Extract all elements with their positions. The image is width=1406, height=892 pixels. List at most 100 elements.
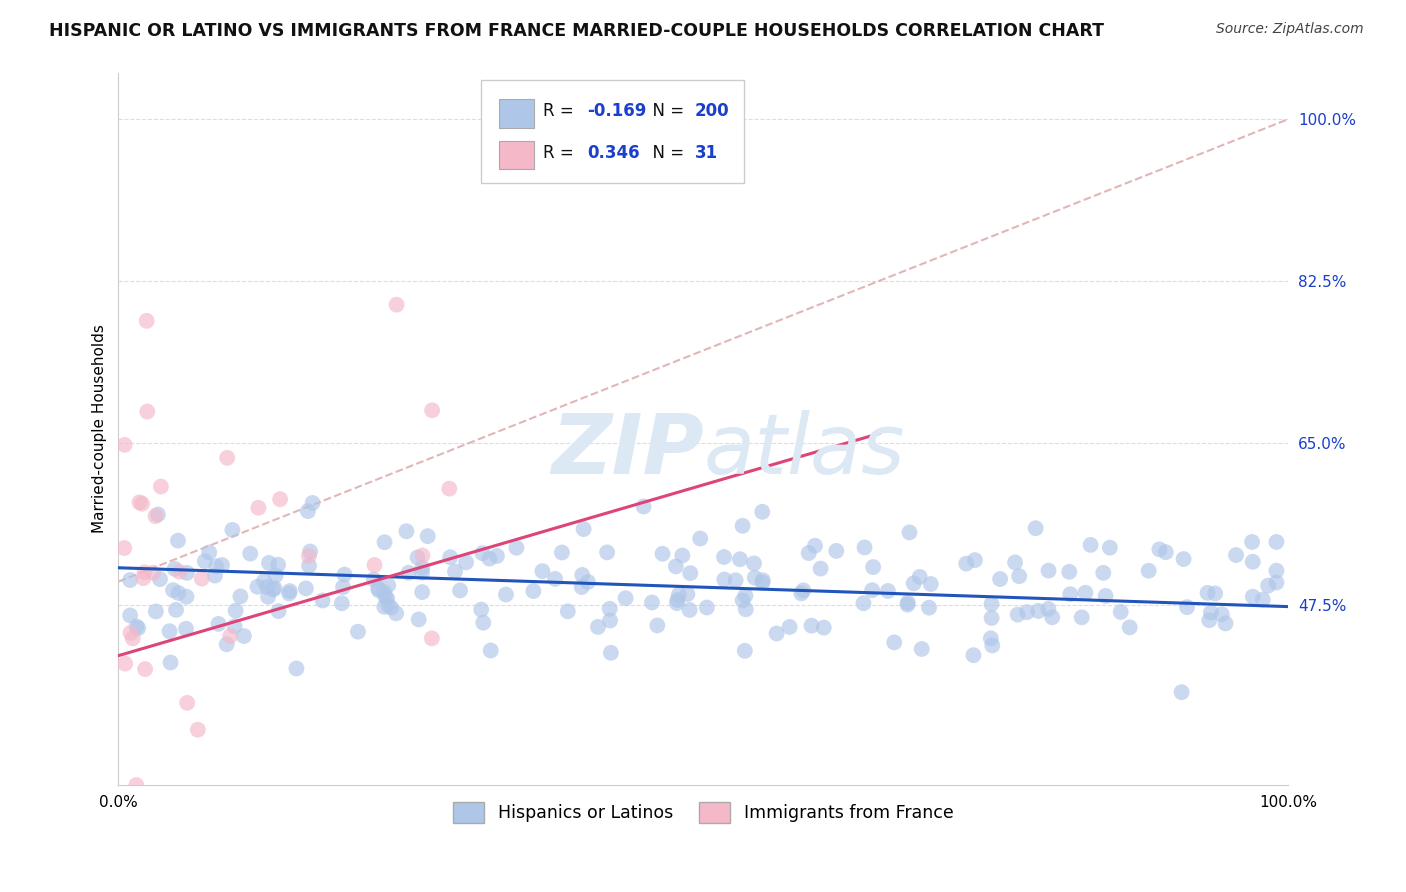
Point <box>522 584 544 599</box>
Point <box>132 571 155 585</box>
Point <box>449 583 471 598</box>
Point <box>332 580 354 594</box>
Point <box>918 600 941 615</box>
Point <box>825 544 848 558</box>
Point <box>1004 556 1026 570</box>
Text: 31: 31 <box>695 145 718 162</box>
Point <box>333 567 356 582</box>
Point <box>1241 590 1264 604</box>
Point <box>1025 521 1047 535</box>
Point <box>896 598 918 612</box>
Point <box>207 616 229 631</box>
Point <box>1197 586 1219 600</box>
Point <box>204 568 226 582</box>
Point <box>586 620 609 634</box>
Point <box>557 604 579 618</box>
Point <box>145 509 167 524</box>
Point <box>1109 605 1132 619</box>
Point <box>377 599 399 613</box>
Point <box>163 562 186 576</box>
Point <box>373 599 395 614</box>
Point <box>877 584 900 599</box>
Point <box>641 595 664 609</box>
Point <box>114 657 136 671</box>
Point <box>120 626 142 640</box>
Point <box>136 404 159 418</box>
Point <box>752 574 775 588</box>
Point <box>194 554 217 568</box>
Point <box>980 597 1002 611</box>
Point <box>1225 548 1247 562</box>
FancyBboxPatch shape <box>499 141 534 169</box>
Point <box>531 564 554 578</box>
Point <box>744 571 766 585</box>
Point <box>810 561 832 575</box>
Point <box>127 621 149 635</box>
Point <box>479 643 502 657</box>
Point <box>1149 542 1171 557</box>
Point <box>398 566 420 580</box>
Point <box>679 566 702 581</box>
Point <box>112 541 135 555</box>
Point <box>728 552 751 566</box>
Point <box>191 572 214 586</box>
Point <box>267 604 290 618</box>
Point <box>724 574 747 588</box>
Point <box>860 583 883 598</box>
Point <box>363 573 385 587</box>
Point <box>1154 545 1177 559</box>
Point <box>1204 586 1226 600</box>
Point <box>408 612 430 626</box>
Point <box>671 549 693 563</box>
Point <box>911 642 934 657</box>
Point <box>471 546 494 560</box>
Point <box>1170 685 1192 699</box>
Point <box>897 596 920 610</box>
Point <box>128 495 150 509</box>
Point <box>678 603 700 617</box>
Point <box>264 568 287 582</box>
Point <box>1040 610 1063 624</box>
Point <box>1265 575 1288 590</box>
Point <box>903 576 925 591</box>
Point <box>169 565 191 579</box>
Point <box>1265 564 1288 578</box>
Point <box>278 586 301 600</box>
Point <box>651 547 673 561</box>
Point <box>666 596 689 610</box>
Point <box>742 557 765 571</box>
Point <box>420 403 443 417</box>
Point <box>962 648 984 663</box>
Point <box>596 545 619 559</box>
Point <box>367 583 389 598</box>
Point <box>269 492 291 507</box>
FancyBboxPatch shape <box>481 80 744 184</box>
Point <box>485 549 508 563</box>
Point <box>285 661 308 675</box>
Point <box>551 545 574 559</box>
Point <box>713 549 735 564</box>
Point <box>1251 592 1274 607</box>
Point <box>1038 602 1060 616</box>
Text: 200: 200 <box>695 102 730 120</box>
Point <box>176 590 198 604</box>
Point <box>149 479 172 493</box>
Point <box>779 620 801 634</box>
Point <box>198 545 221 559</box>
FancyBboxPatch shape <box>499 99 534 128</box>
Point <box>571 580 593 594</box>
Point <box>439 550 461 565</box>
Point <box>176 566 198 580</box>
Point <box>1198 613 1220 627</box>
Point <box>225 604 247 618</box>
Point <box>751 505 773 519</box>
Point <box>439 482 461 496</box>
Point <box>713 573 735 587</box>
Point <box>385 298 408 312</box>
Point <box>862 560 884 574</box>
Point <box>1038 564 1060 578</box>
Point <box>232 629 254 643</box>
Point <box>666 593 689 607</box>
Text: atlas: atlas <box>703 410 905 491</box>
Point <box>295 582 318 596</box>
